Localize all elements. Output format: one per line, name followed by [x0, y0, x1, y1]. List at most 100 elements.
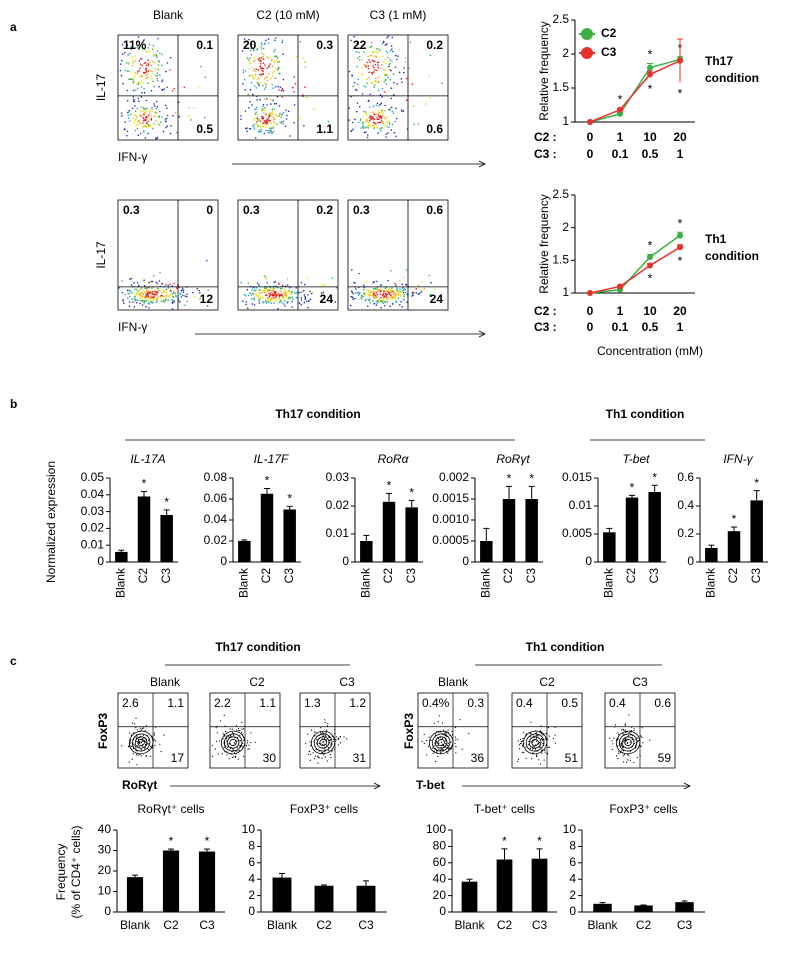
flow-event	[391, 298, 393, 300]
flow-event	[271, 75, 274, 78]
flow-event	[146, 122, 148, 124]
flow-event	[156, 100, 158, 103]
flow-event	[355, 288, 357, 290]
flow-event	[158, 124, 160, 126]
flow-event	[185, 295, 188, 298]
flow-event	[286, 290, 289, 293]
flow-event	[391, 60, 393, 62]
flow-event	[630, 730, 632, 732]
flow-event	[291, 86, 294, 89]
flow-event	[531, 758, 533, 760]
flow-event	[447, 729, 449, 731]
flow-event	[149, 300, 152, 303]
flow-event	[124, 128, 126, 131]
flow-event	[629, 741, 631, 743]
flow-event	[413, 291, 416, 294]
flow-event	[184, 304, 186, 307]
flow-event	[132, 96, 135, 98]
arrow-head	[478, 330, 486, 338]
flow-event	[153, 115, 156, 118]
flow-event	[530, 741, 532, 743]
flow-event	[334, 301, 337, 303]
flow-event	[142, 126, 144, 128]
flow-event	[270, 302, 273, 305]
flow-event	[326, 725, 328, 727]
data-point	[647, 254, 653, 261]
flow-event	[257, 294, 260, 297]
flow-event	[368, 299, 371, 302]
contour	[223, 733, 243, 752]
flow-event	[135, 294, 138, 297]
flow-event	[405, 291, 407, 294]
flow-event	[281, 302, 284, 304]
flow-event	[388, 120, 390, 123]
flow-event	[144, 299, 146, 302]
flow-event	[281, 89, 284, 91]
flow-event	[545, 732, 547, 735]
flow-event	[262, 85, 264, 87]
flow-event	[131, 292, 133, 294]
flow-event	[637, 740, 639, 742]
flow-event	[242, 300, 244, 302]
flow-event	[620, 743, 622, 745]
flow-event	[544, 751, 546, 753]
flow-event	[250, 42, 252, 44]
flow-event	[379, 94, 382, 96]
flow-event	[388, 63, 391, 66]
flow-event	[137, 134, 140, 136]
flow-event	[324, 751, 326, 753]
flow-event	[135, 727, 137, 729]
flow-event	[251, 43, 253, 46]
flow-event	[318, 757, 320, 759]
flow-event	[169, 289, 172, 292]
flow-event	[392, 112, 395, 115]
flow-event	[249, 49, 252, 52]
flow-event	[165, 120, 167, 123]
flow-event	[152, 301, 154, 304]
flow-event	[248, 744, 250, 746]
x-tick-label: C3	[524, 568, 538, 584]
flow-event	[284, 289, 286, 292]
y-tick-label: 0.04	[204, 512, 228, 526]
flow-event	[288, 289, 290, 292]
flow-event	[134, 55, 136, 57]
y-tick-label: 4	[569, 871, 576, 885]
flow-event	[250, 742, 252, 744]
flow-event	[429, 294, 431, 297]
flow-event	[146, 116, 148, 119]
flow-event	[171, 301, 174, 304]
flow-event	[260, 125, 262, 128]
flow-event	[351, 74, 354, 77]
flow-event	[206, 305, 209, 307]
flow-event	[145, 70, 148, 72]
flow-event	[363, 293, 366, 295]
flow-event	[372, 111, 375, 114]
flow-event	[128, 305, 131, 307]
flow-event	[148, 749, 150, 751]
flow-event	[327, 736, 330, 738]
flow-event	[257, 77, 260, 79]
flow-event	[137, 745, 139, 747]
flow-event	[144, 71, 146, 74]
y-tick-label: 0	[569, 904, 576, 918]
flow-event	[380, 296, 383, 299]
flow-event	[228, 736, 230, 738]
flow-event	[428, 75, 431, 78]
flow-event	[379, 127, 381, 130]
flow-event	[280, 294, 283, 297]
flow-event	[278, 301, 281, 304]
flow-event	[274, 296, 276, 299]
flow-event	[357, 83, 359, 86]
flow-event	[271, 299, 273, 301]
flow-event	[192, 291, 194, 294]
flow-event	[136, 116, 138, 118]
condition-label: condition	[705, 249, 759, 263]
flow-event	[271, 84, 274, 86]
flow-event	[538, 759, 540, 761]
flow-event	[360, 72, 363, 75]
flow-event	[275, 37, 277, 39]
flow-event	[359, 291, 361, 294]
flow-event	[131, 298, 133, 301]
flow-event	[350, 290, 353, 293]
flow-event	[375, 292, 378, 294]
